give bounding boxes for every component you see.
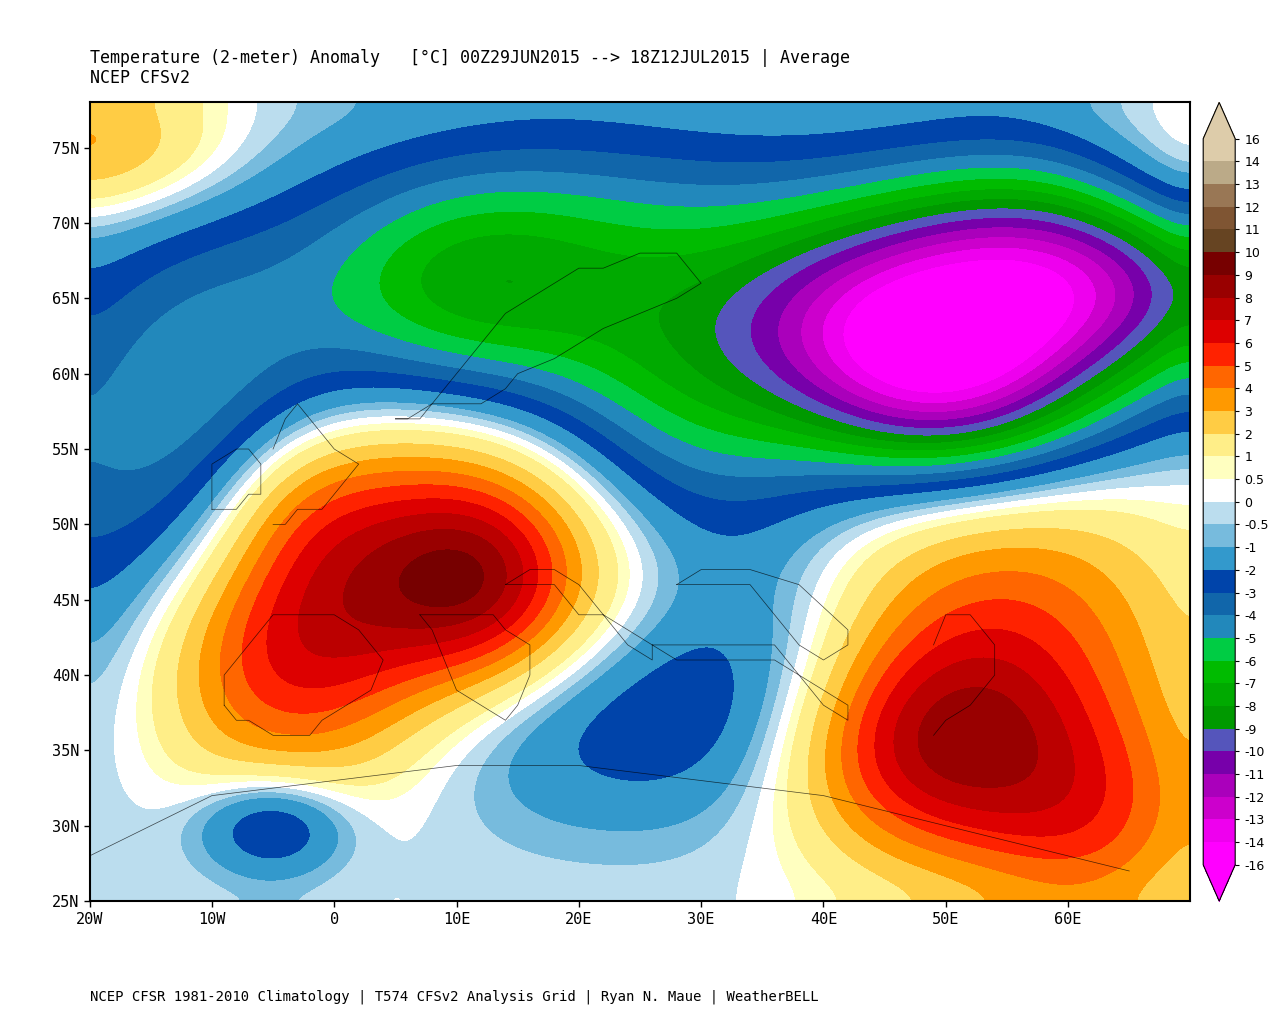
PathPatch shape: [1203, 865, 1235, 901]
Text: NCEP CFSR 1981-2010 Climatology | T574 CFSv2 Analysis Grid | Ryan N. Maue | Weat: NCEP CFSR 1981-2010 Climatology | T574 C…: [90, 989, 818, 1004]
Text: Temperature (2-meter) Anomaly   [°C] 00Z29JUN2015 --> 18Z12JUL2015 | Average: Temperature (2-meter) Anomaly [°C] 00Z29…: [90, 48, 850, 67]
Text: NCEP CFSv2: NCEP CFSv2: [90, 69, 189, 87]
PathPatch shape: [1203, 102, 1235, 138]
